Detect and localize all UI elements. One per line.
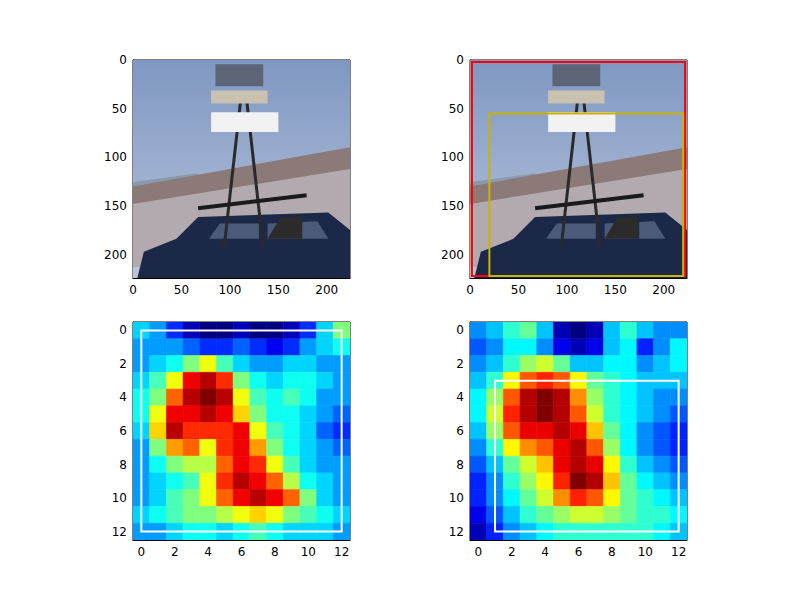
svg-text:6: 6 [575, 545, 583, 559]
svg-text:50: 50 [174, 283, 189, 297]
svg-text:6: 6 [238, 545, 246, 559]
svg-text:0: 0 [138, 545, 146, 559]
svg-text:0: 0 [456, 323, 464, 337]
svg-text:150: 150 [441, 199, 464, 213]
svg-text:200: 200 [104, 248, 127, 262]
svg-text:10: 10 [449, 491, 464, 505]
svg-text:4: 4 [456, 390, 464, 404]
svg-text:50: 50 [511, 283, 526, 297]
svg-text:10: 10 [301, 545, 316, 559]
svg-text:0: 0 [119, 323, 127, 337]
svg-text:0: 0 [475, 545, 483, 559]
svg-text:50: 50 [112, 102, 127, 116]
svg-text:12: 12 [671, 545, 686, 559]
svg-text:0: 0 [456, 53, 464, 67]
svg-text:50: 50 [449, 102, 464, 116]
svg-text:0: 0 [129, 283, 137, 297]
svg-text:100: 100 [104, 150, 127, 164]
svg-text:200: 200 [441, 248, 464, 262]
svg-text:0: 0 [119, 53, 127, 67]
svg-text:8: 8 [119, 458, 127, 472]
svg-text:0: 0 [466, 283, 474, 297]
svg-text:6: 6 [456, 424, 464, 438]
svg-text:2: 2 [508, 545, 516, 559]
svg-text:100: 100 [555, 283, 578, 297]
svg-text:150: 150 [604, 283, 627, 297]
svg-text:8: 8 [271, 545, 279, 559]
svg-text:150: 150 [267, 283, 290, 297]
svg-text:2: 2 [119, 357, 127, 371]
svg-text:10: 10 [112, 491, 127, 505]
svg-text:150: 150 [104, 199, 127, 213]
svg-text:4: 4 [204, 545, 212, 559]
svg-text:2: 2 [171, 545, 179, 559]
svg-text:4: 4 [119, 390, 127, 404]
svg-text:2: 2 [456, 357, 464, 371]
svg-text:200: 200 [315, 283, 338, 297]
svg-text:8: 8 [456, 458, 464, 472]
svg-text:12: 12 [112, 525, 127, 539]
svg-text:12: 12 [334, 545, 349, 559]
svg-text:10: 10 [638, 545, 653, 559]
svg-text:8: 8 [608, 545, 616, 559]
svg-text:100: 100 [441, 150, 464, 164]
svg-text:100: 100 [218, 283, 241, 297]
svg-text:4: 4 [541, 545, 549, 559]
svg-text:6: 6 [119, 424, 127, 438]
svg-text:12: 12 [449, 525, 464, 539]
svg-text:200: 200 [652, 283, 675, 297]
